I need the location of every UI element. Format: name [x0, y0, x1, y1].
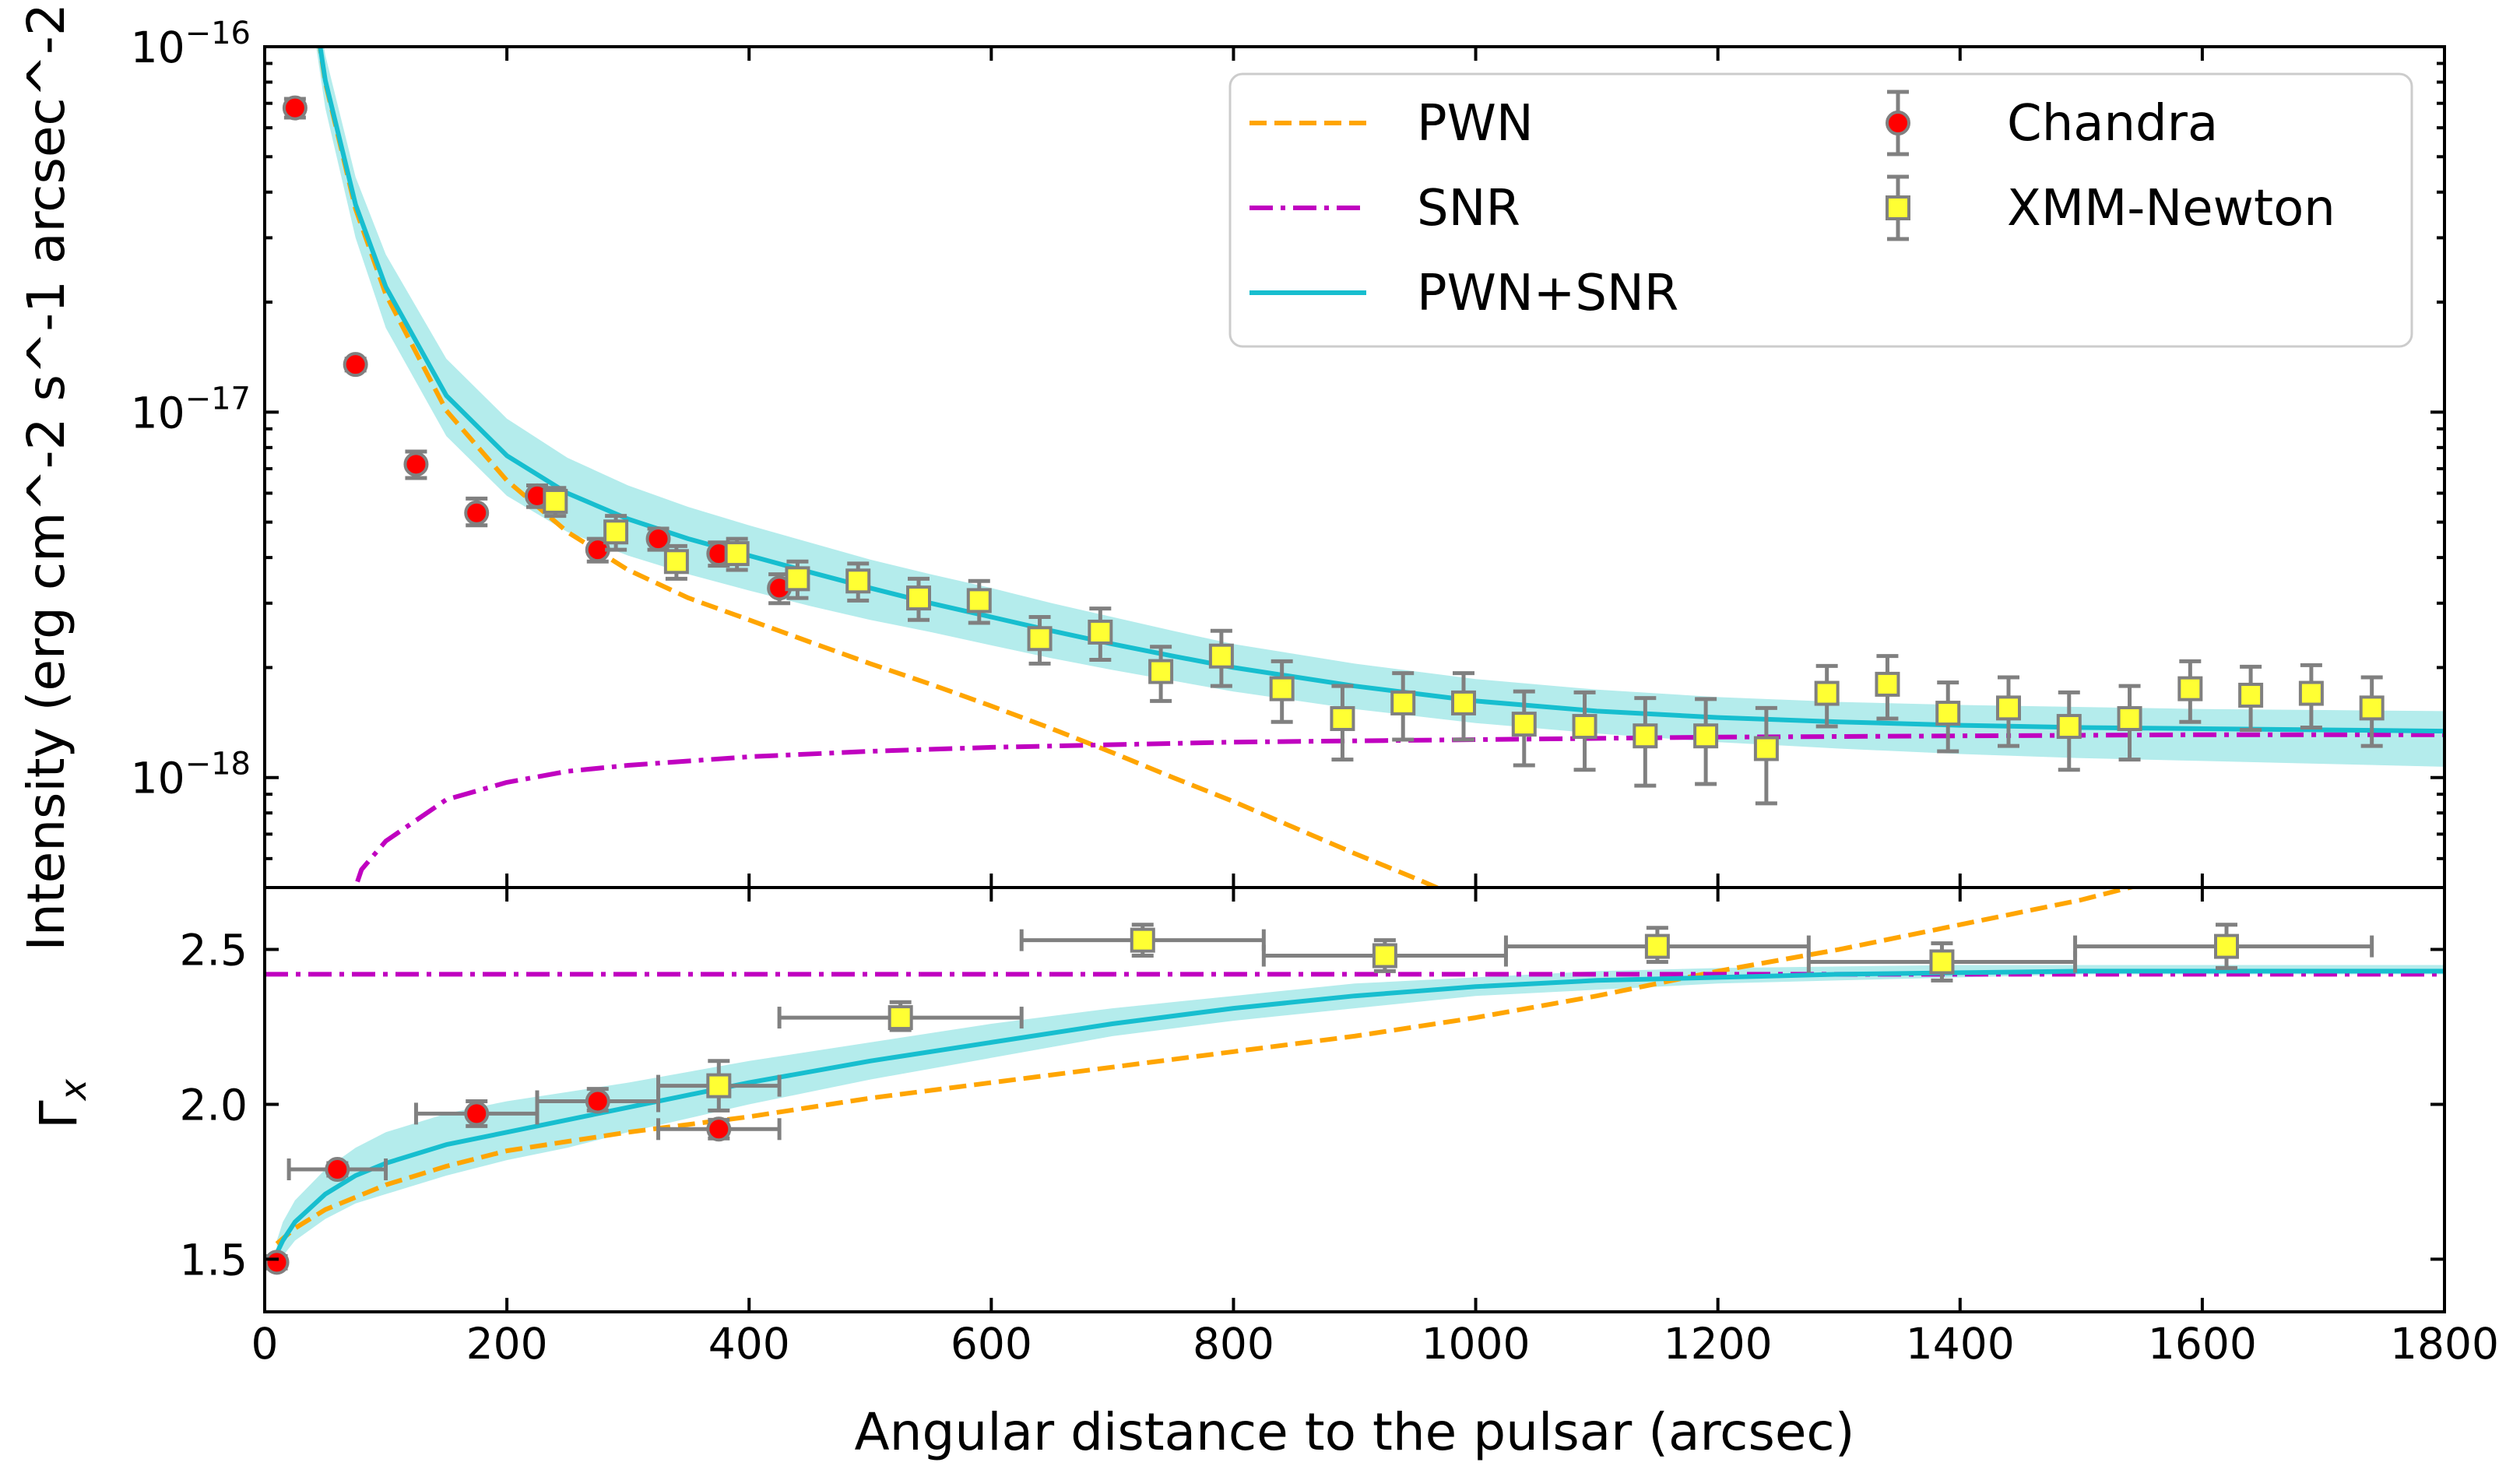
y-tick-label-base: 10: [131, 23, 185, 72]
y-tick-label-base: 10: [131, 388, 185, 438]
bottom-y-axis-label-symbol: Γ: [29, 1100, 89, 1129]
top-xmm-newton-point: [1330, 705, 1355, 731]
y-tick-label-exponent: −18: [185, 747, 251, 782]
bottom-pwn-line: [275, 888, 2139, 1246]
top-y-axis-label-text: Intensity (erg cm^-2 s^-1 arcsec^-2): [16, 0, 76, 951]
top-xmm-newton-point: [1935, 701, 1961, 726]
x-tick-label: 0: [251, 1319, 279, 1369]
legend-chandra-marker: [1886, 90, 1910, 156]
y-tick-label-base: 10: [131, 754, 185, 803]
top-xmm-newton-point: [1693, 723, 1719, 749]
top-xmm-newton-point: [603, 519, 629, 545]
top-xmm-newton-point: [1875, 671, 1900, 697]
bottom-chandra-point: [585, 1088, 610, 1114]
x-tick-label: 1400: [1906, 1319, 2015, 1369]
bottom-pwn-snr-line: [274, 969, 2444, 1254]
top-snr-line: [353, 732, 2444, 888]
top-xmm-newton-point: [2056, 714, 2082, 740]
x-tick-label: 1200: [1664, 1319, 1773, 1369]
ticks: 0 200 400 600 800 1000 1200 1400 1600 180010−1610…: [131, 16, 2499, 1369]
bottom-chandra-point: [265, 1250, 290, 1275]
top-xmm-newton-point: [543, 488, 568, 514]
legend-pwn-snr-label: PWN+SNR: [1417, 265, 1678, 322]
top-xmm-newton-point: [2117, 705, 2142, 731]
x-tick-label: 600: [951, 1319, 1032, 1369]
top-xmm-newton-point: [2298, 680, 2324, 706]
bottom-pwn-snr-uncertainty-band: [276, 965, 2444, 1266]
x-tick-label: 800: [1193, 1319, 1274, 1369]
x-axis-label: Angular distance to the pulsar (arcsec): [855, 1402, 1855, 1462]
bottom-xmm-newton-point: [1644, 933, 1670, 959]
top-xmm-newton-point: [1088, 619, 1113, 645]
legend-box: [1228, 72, 2413, 348]
y-tick-label-bottom: 2.5: [180, 926, 248, 976]
top-xmm-newton-point: [724, 541, 750, 567]
bottom-plot-area: [265, 888, 2444, 1275]
top-xmm-newton-point: [1511, 712, 1537, 737]
top-xmm-newton-point: [2177, 676, 2203, 701]
top-plot-area: [282, 47, 2444, 888]
top-chandra-point: [403, 452, 429, 477]
top-xmm-newton-point: [2359, 695, 2385, 721]
y-tick-label-exponent: −17: [185, 381, 251, 417]
y-tick-label: 10−17: [131, 381, 251, 438]
bottom-chandra-point: [706, 1116, 732, 1142]
bottom-panel: [265, 888, 2444, 1275]
top-y-axis-label: Intensity (erg cm^-2 s^-1 arcsec^-2): [16, 0, 76, 951]
bottom-xmm-newton-point: [706, 1073, 732, 1099]
x-tick-label: 1800: [2390, 1319, 2499, 1369]
top-xmm-newton-point: [966, 588, 992, 613]
top-xmm-newton-point: [1451, 690, 1476, 715]
y-tick-label-exponent: −16: [185, 16, 251, 51]
top-xmm-newton-point: [1572, 714, 1597, 740]
legend-xmm-label: XMM-Newton: [2007, 180, 2335, 237]
y-tick-label-bottom: 2.0: [180, 1080, 248, 1130]
x-tick-label: 1000: [1422, 1319, 1531, 1369]
top-xmm-newton-point: [1814, 680, 1840, 706]
bottom-xmm-newton-point: [1372, 943, 1397, 969]
top-xmm-newton-point: [1027, 626, 1053, 652]
legend-pwn-label: PWN: [1417, 95, 1534, 153]
y-tick-label: 10−18: [131, 747, 251, 803]
bottom-xmm-newton-point: [1929, 949, 1955, 975]
top-xmm-newton-point: [1269, 676, 1295, 701]
legend-xmm-marker: [1886, 174, 1910, 241]
top-xmm-newton-point: [845, 568, 871, 594]
top-xmm-newton-point: [1633, 723, 1658, 749]
legend-snr-label: SNR: [1417, 180, 1520, 237]
top-xmm-newton-point: [1208, 643, 1234, 669]
y-tick-label-bottom: 1.5: [180, 1235, 248, 1285]
top-chandra-point: [464, 500, 490, 526]
x-tick-label: 400: [708, 1319, 790, 1369]
top-xmm-newton-point: [1390, 690, 1416, 715]
bottom-xmm-newton-point: [1130, 927, 1155, 953]
bottom-xmm-newton-point: [887, 1005, 913, 1031]
top-xmm-newton-point: [906, 585, 931, 611]
bottom-chandra-point: [464, 1101, 490, 1127]
top-chandra-point: [343, 352, 368, 378]
top-chandra-point: [645, 526, 671, 552]
top-xmm-newton-point: [1996, 695, 2021, 721]
bottom-y-axis-label: Γx: [29, 1078, 94, 1129]
x-tick-label: 1600: [2148, 1319, 2257, 1369]
bottom-y-axis-label-subscript: x: [52, 1078, 94, 1102]
legend: PWN SNR PWN+SNR Chandra XMM-Newton: [1228, 72, 2413, 348]
top-xmm-newton-point: [1148, 659, 1174, 684]
bottom-chandra-point: [325, 1157, 350, 1183]
top-xmm-newton-point: [785, 566, 810, 592]
top-xmm-newton-point: [663, 549, 689, 575]
top-chandra-point: [282, 95, 308, 121]
top-xmm-newton-point: [2238, 682, 2264, 708]
bottom-axes-frame: [263, 886, 2446, 1313]
legend-chandra-label: Chandra: [2007, 95, 2218, 153]
top-panel: [282, 47, 2444, 888]
x-tick-label: 200: [466, 1319, 548, 1369]
y-tick-label: 10−16: [131, 16, 251, 72]
bottom-xmm-newton-point: [2214, 933, 2239, 959]
top-xmm-newton-point: [1753, 736, 1779, 761]
